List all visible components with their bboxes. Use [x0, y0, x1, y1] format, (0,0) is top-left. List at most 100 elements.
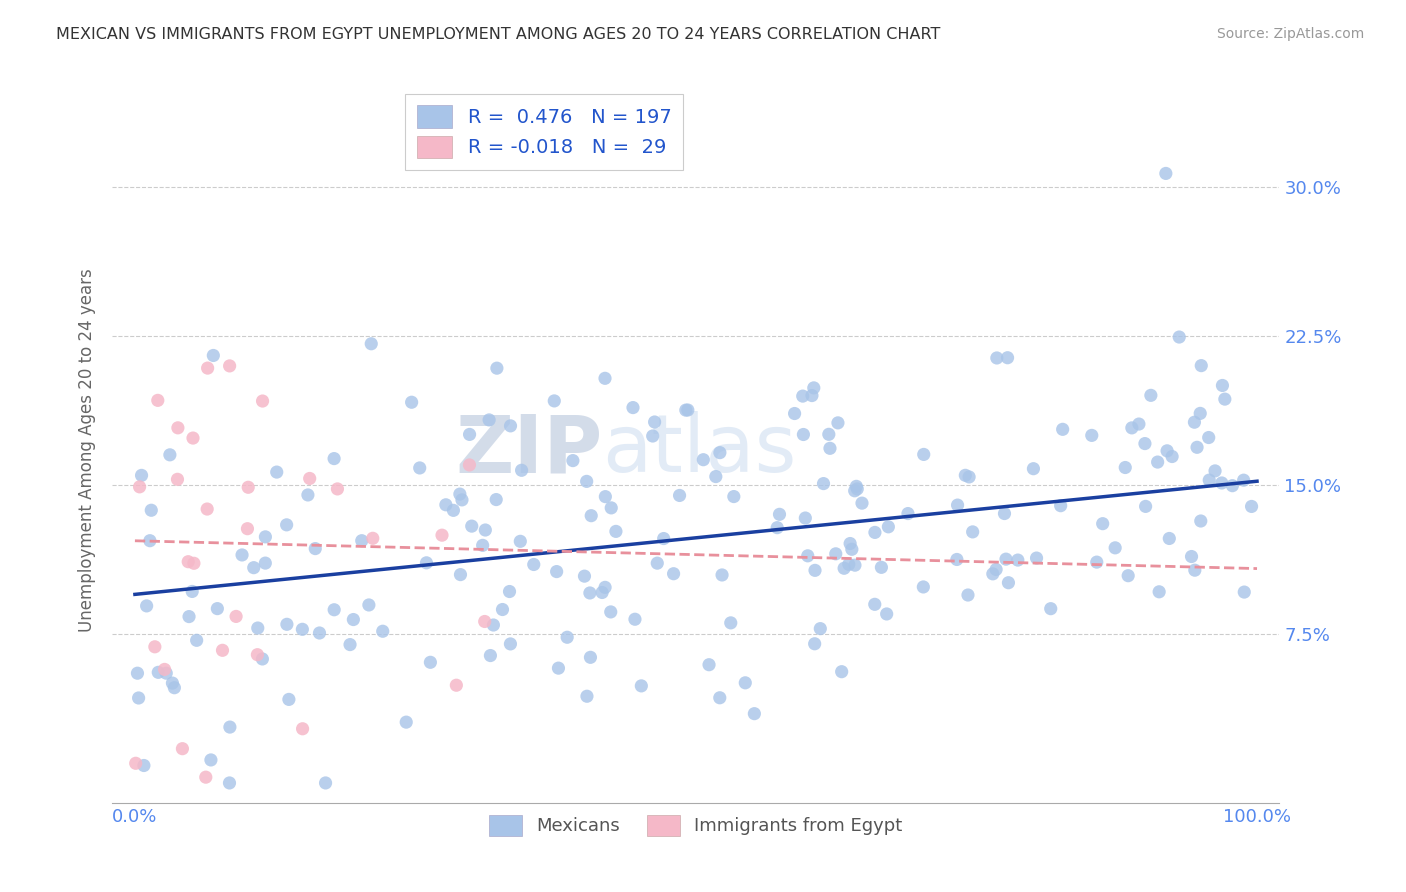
Point: [499, 418, 522, 433]
Point: [195, 502, 218, 516]
Point: [200, 753, 222, 767]
Point: [1104, 541, 1126, 555]
Point: [792, 427, 814, 442]
Point: [595, 490, 617, 504]
Point: [166, 472, 188, 486]
Point: [797, 549, 820, 563]
Point: [485, 492, 508, 507]
Point: [803, 637, 825, 651]
Point: [523, 558, 546, 572]
Point: [555, 630, 578, 644]
Point: [804, 563, 827, 577]
Point: [177, 609, 200, 624]
Point: [276, 517, 298, 532]
Point: [1189, 406, 1212, 420]
Point: [451, 492, 474, 507]
Text: MEXICAN VS IMMIGRANTS FROM EGYPT UNEMPLOYMENT AMONG AGES 20 TO 24 YEARS CORRELAT: MEXICAN VS IMMIGRANTS FROM EGYPT UNEMPLO…: [56, 27, 941, 42]
Point: [211, 643, 233, 657]
Point: [870, 560, 893, 574]
Point: [401, 395, 423, 409]
Point: [207, 601, 229, 615]
Point: [458, 458, 481, 472]
Point: [315, 776, 337, 790]
Point: [177, 555, 200, 569]
Point: [478, 413, 501, 427]
Point: [449, 487, 471, 501]
Point: [197, 361, 219, 376]
Y-axis label: Unemployment Among Ages 20 to 24 years: Unemployment Among Ages 20 to 24 years: [77, 268, 96, 632]
Point: [162, 676, 184, 690]
Point: [1049, 499, 1071, 513]
Point: [1159, 532, 1181, 546]
Point: [863, 597, 886, 611]
Point: [1184, 415, 1206, 429]
Point: [395, 715, 418, 730]
Point: [415, 556, 437, 570]
Point: [143, 640, 166, 654]
Point: [167, 421, 190, 435]
Point: [499, 637, 522, 651]
Point: [482, 618, 505, 632]
Point: [357, 598, 380, 612]
Point: [997, 575, 1019, 590]
Point: [845, 479, 868, 493]
Point: [461, 519, 484, 533]
Point: [1240, 500, 1263, 514]
Point: [579, 508, 602, 523]
Point: [579, 650, 602, 665]
Point: [734, 675, 756, 690]
Point: [1039, 601, 1062, 615]
Point: [479, 648, 502, 663]
Point: [709, 445, 731, 459]
Point: [574, 569, 596, 583]
Point: [1189, 359, 1212, 373]
Point: [645, 556, 668, 570]
Point: [593, 371, 616, 385]
Point: [509, 534, 531, 549]
Point: [981, 566, 1004, 581]
Point: [450, 567, 472, 582]
Point: [252, 652, 274, 666]
Point: [441, 503, 464, 517]
Point: [298, 471, 321, 485]
Point: [127, 666, 149, 681]
Point: [744, 706, 766, 721]
Point: [668, 488, 690, 502]
Point: [323, 603, 346, 617]
Point: [1121, 421, 1143, 435]
Text: Source: ZipAtlas.com: Source: ZipAtlas.com: [1216, 27, 1364, 41]
Point: [183, 556, 205, 570]
Point: [297, 488, 319, 502]
Point: [1114, 460, 1136, 475]
Point: [662, 566, 685, 581]
Point: [1135, 500, 1157, 514]
Point: [605, 524, 627, 539]
Point: [1147, 584, 1170, 599]
Point: [254, 530, 277, 544]
Point: [172, 741, 194, 756]
Point: [579, 586, 602, 600]
Point: [600, 500, 623, 515]
Point: [430, 528, 453, 542]
Point: [993, 507, 1015, 521]
Point: [1091, 516, 1114, 531]
Point: [434, 498, 457, 512]
Point: [621, 401, 644, 415]
Point: [844, 483, 866, 498]
Point: [371, 624, 394, 639]
Point: [846, 482, 869, 496]
Point: [768, 508, 790, 522]
Point: [962, 524, 984, 539]
Point: [231, 548, 253, 562]
Point: [997, 351, 1019, 365]
Point: [252, 394, 274, 409]
Point: [1025, 551, 1047, 566]
Point: [148, 665, 170, 680]
Point: [202, 349, 225, 363]
Point: [246, 648, 269, 662]
Point: [546, 565, 568, 579]
Point: [946, 552, 969, 566]
Point: [125, 756, 148, 771]
Point: [135, 599, 157, 613]
Point: [946, 498, 969, 512]
